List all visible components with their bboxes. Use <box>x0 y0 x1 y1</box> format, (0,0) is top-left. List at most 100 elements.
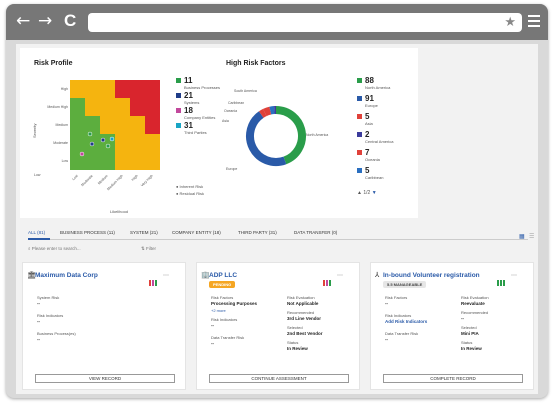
legend-swatch <box>176 123 181 128</box>
donut-label: South America <box>234 89 257 93</box>
building-icon: 🏛 <box>27 272 36 279</box>
heatmap-cell <box>145 80 160 98</box>
more-link[interactable]: +2 more <box>211 308 226 313</box>
high-risk-factors-title: High Risk Factors <box>226 60 286 67</box>
risk-bars-icon <box>149 273 158 291</box>
heatmap-cell <box>70 134 85 152</box>
heatmap-cell <box>145 134 160 152</box>
legend-count: 88 <box>365 76 374 85</box>
reload-icon[interactable]: C <box>64 11 77 30</box>
row-tick-label: Moderate <box>53 141 68 145</box>
filter-button[interactable]: ⇅ Filter <box>141 246 156 252</box>
risk-score-badge: 5.5 MANAGEABLE <box>383 281 427 288</box>
legend-pager[interactable]: ▲ 1/2 ▼ <box>357 190 377 196</box>
star-icon[interactable]: ★ <box>504 14 516 29</box>
record-card: 🏢 ADP LLC PENDING ⋯ Risk Factors Process… <box>196 262 360 390</box>
search-input[interactable]: ⌕ Please enter to search... <box>28 246 81 251</box>
field-label: Status <box>287 340 299 345</box>
heatmap-cell <box>145 152 160 170</box>
legend-count: 18 <box>184 106 193 115</box>
tab-item[interactable]: BUSINESS PROCESS (11) <box>60 230 115 235</box>
heatmap-cell <box>130 80 145 98</box>
field-value: -- <box>37 301 40 306</box>
field-label: Risk Factors <box>385 295 408 300</box>
tab-item[interactable]: DATA TRANSFER (0) <box>294 230 338 235</box>
heatmap-cell <box>85 98 100 116</box>
legend-count: 5 <box>365 112 370 121</box>
legend-count: 7 <box>365 148 370 157</box>
field-label: Risk Indicators <box>211 317 238 322</box>
filter-label: Filter <box>146 246 157 251</box>
legend-label: ● Inherent Risk <box>176 184 204 189</box>
field-value: Reevaluate <box>461 301 485 306</box>
tab-item[interactable]: SYSTEM (21) <box>130 230 158 235</box>
status-badge: PENDING <box>209 281 236 288</box>
legend-swatch <box>357 96 362 101</box>
field-value: -- <box>37 319 40 324</box>
heatmap-cell <box>115 80 130 98</box>
row-tick-label: Medium High <box>47 105 68 109</box>
continue-assessment-button[interactable]: CONTINUE ASSESSMENT <box>209 374 349 383</box>
field-value: -- <box>461 316 464 321</box>
field-label: Risk Evaluation <box>461 295 489 300</box>
view-record-button[interactable]: VIEW RECORD <box>35 374 175 383</box>
add-risk-indicators-link[interactable]: Add Risk Indicators <box>385 319 428 324</box>
address-bar[interactable]: ★ <box>88 13 522 32</box>
search-icon: ⌕ <box>28 246 31 251</box>
heatmap-cell <box>130 134 145 152</box>
risk-donut-chart: South America Caribbean Oceania Asia Europe N… <box>222 89 328 171</box>
more-options-icon[interactable]: ⋯ <box>163 273 169 279</box>
heatmap-cell <box>100 152 115 170</box>
legend-count: 21 <box>184 91 193 100</box>
field-value: Not Applicable <box>287 301 319 306</box>
record-card: ⅄ In-bound Volunteer registration 5.5 MA… <box>370 262 534 390</box>
donut-label: Asia <box>222 119 229 123</box>
field-value: -- <box>385 337 388 342</box>
search-placeholder: Please enter to search... <box>31 246 81 251</box>
browser-window: ← → C ★ Risk Profile Severity High Medium … <box>6 4 548 398</box>
dashboard-charts-card: Risk Profile Severity High Medium High Medi… <box>20 48 418 218</box>
legend-label: Asia <box>365 121 373 126</box>
heatmap-cell <box>85 80 100 98</box>
legend-swatch <box>176 108 181 113</box>
donut-label: North America <box>306 133 328 137</box>
tab-item[interactable]: ALL (81) <box>28 230 46 235</box>
field-label: Risk Evaluation <box>287 295 315 300</box>
legend-label: Business Processes <box>184 85 221 90</box>
field-label: Data Transfer Risk <box>211 335 245 340</box>
tab-divider <box>28 239 528 240</box>
tab-item[interactable]: THIRD PARTY (31) <box>238 230 277 235</box>
card-title[interactable]: In-bound Volunteer registration <box>383 272 480 279</box>
field-value: -- <box>211 341 214 346</box>
risk-bars-icon <box>497 273 506 291</box>
grid-view-icon[interactable]: ▦ <box>519 234 525 240</box>
menu-icon[interactable] <box>528 15 540 30</box>
legend-label: Europe <box>365 103 378 108</box>
risk-bars-icon <box>323 273 332 291</box>
tab-item[interactable]: COMPANY ENTITY (18) <box>172 230 221 235</box>
more-options-icon[interactable]: ⋯ <box>511 273 517 279</box>
complete-record-button[interactable]: COMPLETE RECORD <box>383 374 523 383</box>
col-tick-label: Low <box>71 174 79 182</box>
back-arrow-icon[interactable]: ← <box>16 11 31 31</box>
heatmap-cell <box>85 116 100 134</box>
card-title[interactable]: Maximum Data Corp <box>35 272 98 279</box>
heatmap-cell <box>145 98 160 116</box>
field-label: Selected <box>461 325 477 330</box>
legend-swatch <box>357 78 362 83</box>
forward-arrow-icon[interactable]: → <box>38 11 53 31</box>
y-axis-label: Severity <box>32 124 37 138</box>
legend-swatch <box>357 114 362 119</box>
field-value: 2nd Best Vendor <box>287 331 323 336</box>
field-label: Status <box>461 340 473 345</box>
more-options-icon[interactable]: ⋯ <box>337 273 343 279</box>
heatmap-cell <box>100 80 115 98</box>
heatmap-cell <box>70 98 85 116</box>
field-label: System Risk <box>37 295 60 300</box>
list-view-icon[interactable]: ☰ <box>529 234 535 240</box>
legend-count: 11 <box>184 76 193 85</box>
card-title[interactable]: ADP LLC <box>209 272 238 279</box>
field-value: In Review <box>287 346 308 351</box>
risk-marker <box>79 151 85 157</box>
